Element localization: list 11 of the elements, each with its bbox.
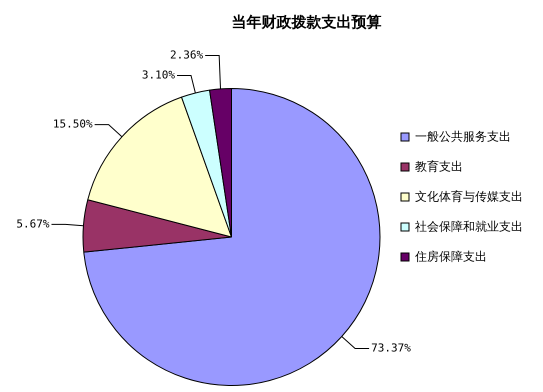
data-label: 73.37% (371, 341, 412, 354)
data-label: 5.67% (16, 217, 50, 230)
data-label: 3.10% (142, 68, 176, 82)
legend-label: 教育支出 (415, 159, 463, 174)
legend-label: 住房保障支出 (414, 249, 487, 264)
data-label: 2.36% (170, 48, 204, 62)
legend-label: 一般公共服务支出 (415, 129, 511, 144)
chart-title: 当年财政拨款支出预算 (232, 14, 382, 32)
data-label: 15.50% (52, 117, 93, 130)
legend-label: 文化体育与传媒支出 (415, 189, 523, 204)
legend-label: 社会保障和就业支出 (415, 219, 523, 234)
